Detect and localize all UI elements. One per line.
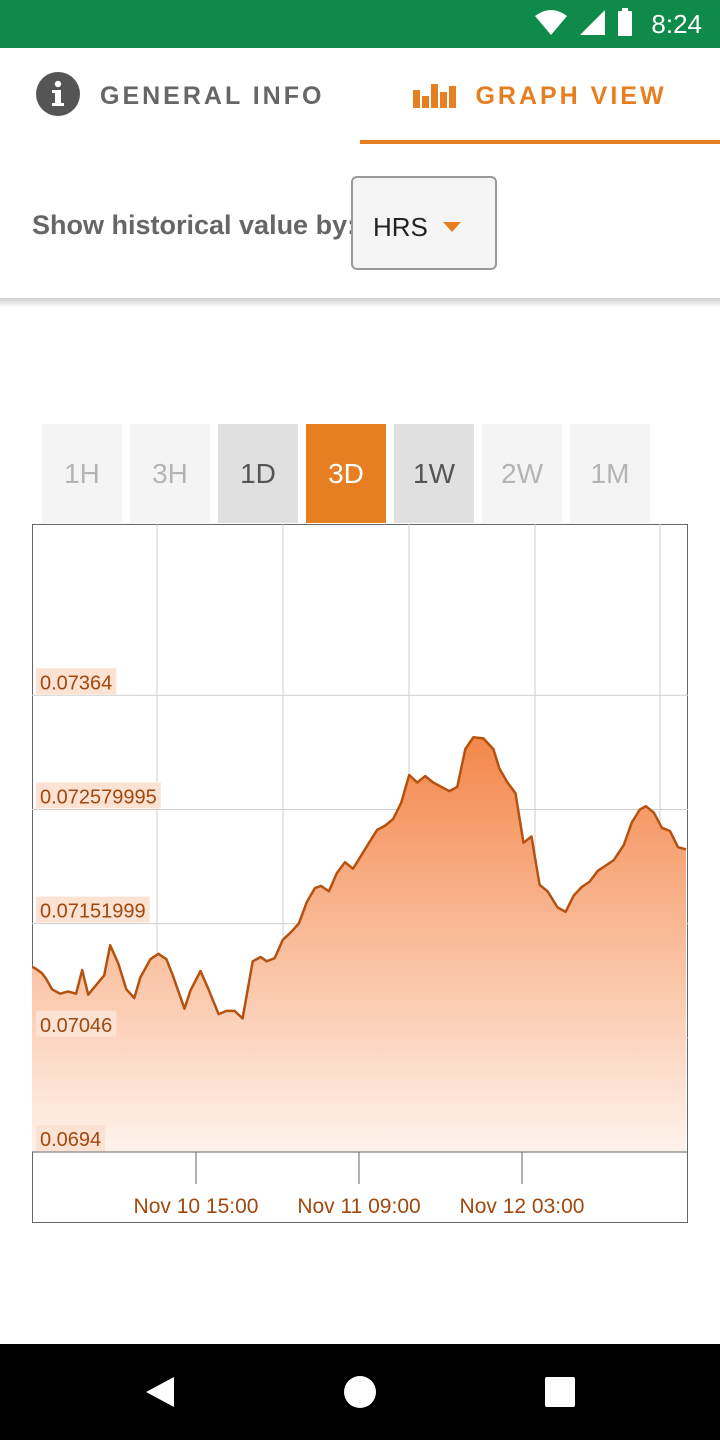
range-button-1w[interactable]: 1W [394,424,474,523]
x-tick-label: Nov 10 15:00 [134,1195,259,1218]
svg-text:0.07151999: 0.07151999 [40,901,146,923]
range-button-3h[interactable]: 3H [130,424,210,523]
interval-dropdown-value: HRS [373,212,428,242]
range-button-label: 1M [590,457,630,489]
nav-recents-button[interactable] [500,1344,620,1440]
range-button-label: 3D [328,457,364,489]
svg-text:0.07046: 0.07046 [40,1015,112,1037]
chart-y-axis-labels: 0.0694 0.07046 0.07151999 0.072579995 0.0736… [36,668,161,1151]
active-tab-indicator [360,140,720,144]
nav-home-button[interactable] [300,1344,420,1440]
range-button-1h[interactable]: 1H [42,424,122,523]
range-button-1m[interactable]: 1M [570,424,650,523]
interval-dropdown[interactable]: HRS [351,176,497,270]
range-button-label: 2W [501,457,543,489]
chart-series-line [32,736,687,1020]
tab-graph-view-label: GRAPH VIEW [475,81,667,110]
y-tick-label: 0.07046 [36,1010,117,1037]
range-button-label: 1D [240,457,276,489]
status-time: 8:24 [651,8,702,39]
range-button-label: 1W [413,457,455,489]
cell-signal-icon [579,8,607,41]
y-tick-label: 0.0694 [36,1125,106,1151]
svg-text:0.072579995: 0.072579995 [40,786,157,808]
caret-down-icon [443,222,461,232]
filter-label: Show historical value by: [32,210,357,240]
y-tick-label: 0.07151999 [36,896,150,923]
tab-bar: GENERAL INFO GRAPH VIEW [0,48,720,144]
navigation-bar [0,1344,720,1440]
x-tick-label: Nov 11 09:00 [297,1195,420,1218]
tab-graph-view[interactable]: GRAPH VIEW [360,48,720,144]
y-tick-label: 0.07364 [36,668,117,695]
recents-icon [545,1377,575,1407]
battery-icon [617,7,633,41]
info-icon [36,71,80,121]
price-chart: 0.0694 0.07046 0.07151999 0.072579995 0.0736… [32,524,688,1223]
nav-back-button[interactable] [100,1344,220,1440]
home-icon [344,1376,376,1408]
x-tick-label: Nov 12 03:00 [460,1195,585,1218]
svg-text:0.0694: 0.0694 [40,1129,101,1151]
chart-x-axis-labels: Nov 10 15:00 Nov 11 09:00 Nov 12 03:00 [134,1152,585,1218]
status-bar: 8:24 [0,0,720,48]
bar-chart-icon [413,80,457,113]
range-button-label: 1H [64,457,100,489]
tab-general-info-label: GENERAL INFO [100,81,325,110]
range-button-2w[interactable]: 2W [482,424,562,523]
filter-shadow [0,298,720,308]
tab-general-info[interactable]: GENERAL INFO [36,48,324,144]
range-button-1d[interactable]: 1D [218,424,298,523]
back-icon [146,1377,174,1407]
y-tick-label: 0.072579995 [36,782,161,809]
range-button-3d[interactable]: 3D [306,424,386,523]
wifi-icon [533,8,569,41]
range-button-label: 3H [152,457,188,489]
svg-text:0.07364: 0.07364 [40,672,112,694]
